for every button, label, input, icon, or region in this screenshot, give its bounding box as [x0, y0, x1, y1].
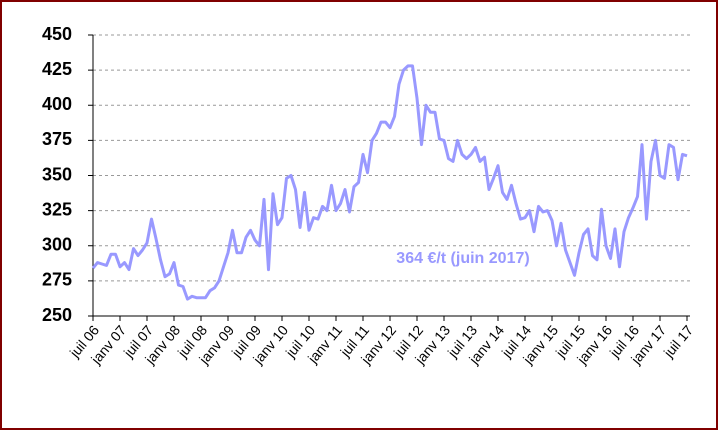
y-tick-label: 425 — [42, 59, 72, 79]
y-tick-label: 275 — [42, 270, 72, 290]
price-line — [91, 64, 688, 301]
y-tick-label: 450 — [42, 24, 72, 44]
y-tick-label: 250 — [42, 305, 72, 325]
y-tick-label: 375 — [42, 129, 72, 149]
y-tick-label: 325 — [42, 199, 72, 219]
y-tick-label: 350 — [42, 164, 72, 184]
y-tick-label: 400 — [42, 94, 72, 114]
annotation: 364 €/t (juin 2017) — [396, 250, 529, 267]
y-tick-label: 300 — [42, 235, 72, 255]
